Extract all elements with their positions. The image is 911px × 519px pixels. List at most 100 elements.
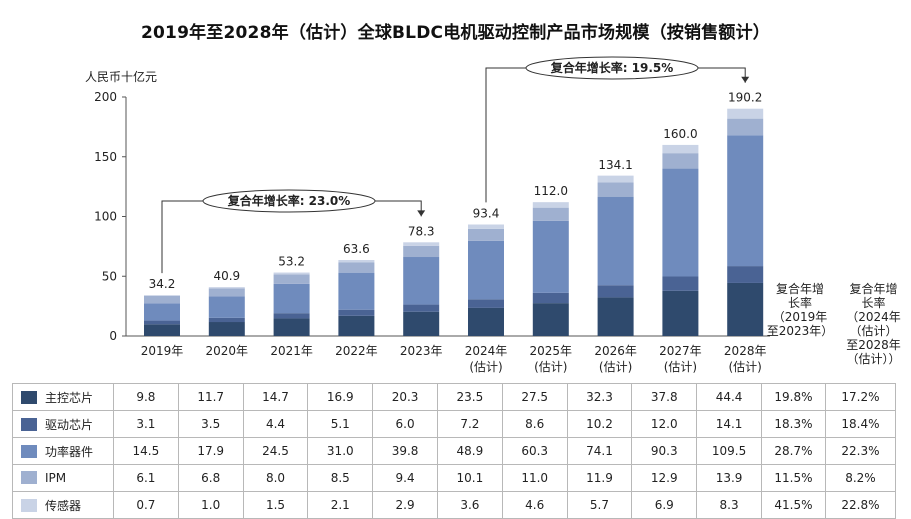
data-cell: 7.2 xyxy=(436,410,503,438)
bar-total-label: 63.6 xyxy=(343,242,370,256)
bar-segment xyxy=(144,295,180,296)
data-table: 主控芯片 9.8 11.7 14.7 16.9 20.3 23.5 27.5 32.3 37.8 4… xyxy=(12,383,896,519)
data-cell: 10.2 xyxy=(566,410,633,438)
x-tick-label: 2023年 xyxy=(400,344,443,358)
bar-segment xyxy=(273,313,310,319)
data-cell: 3.1 xyxy=(113,410,179,438)
bar-segment xyxy=(144,295,180,304)
data-cell: 4.4 xyxy=(242,410,309,438)
bar-segment xyxy=(338,259,375,263)
data-cell: 11.7 xyxy=(177,383,244,411)
table-row: IPM 6.1 6.8 8.0 8.5 9.4 10.1 11.0 11.9 12.9 13.9 11… xyxy=(12,464,896,492)
data-cell: 16.9 xyxy=(307,383,374,411)
bar-segment xyxy=(468,307,504,336)
cagr-header-line: （2024年 xyxy=(846,310,901,324)
bar-segment xyxy=(727,266,764,283)
y-tick-label: 150 xyxy=(94,150,117,164)
data-cell: 9.8 xyxy=(113,383,179,411)
bar-total-label: 134.1 xyxy=(598,158,632,172)
data-cell: 9.4 xyxy=(372,464,438,492)
data-cell: 13.9 xyxy=(696,464,762,492)
x-tick-label: 2022年 xyxy=(335,344,378,358)
cagr-header-line: 复合年增 xyxy=(775,282,824,296)
legend-name: 传感器 xyxy=(45,498,82,513)
x-tick-label: 2027年 xyxy=(659,344,702,358)
series-label: 传感器 xyxy=(12,491,114,519)
data-cell: 6.9 xyxy=(631,491,698,519)
bar-segment xyxy=(208,317,245,323)
bar-total-label: 34.2 xyxy=(149,277,176,291)
x-tick-label: 2028年 xyxy=(724,344,767,358)
data-cell: 12.0 xyxy=(631,410,698,438)
data-cell: 14.7 xyxy=(242,383,309,411)
bar-total-label: 78.3 xyxy=(408,224,435,238)
y-tick-label: 50 xyxy=(102,269,117,283)
data-cell: 31.0 xyxy=(307,437,374,465)
bar-chart: 0 50 100 150 200 34.2 2019年 40.9 2020年 53.2 2021年 6… xyxy=(94,56,770,374)
bar-segment xyxy=(403,257,440,305)
cagr-cell: 8.2% xyxy=(824,464,896,492)
data-cell: 4.6 xyxy=(501,491,568,519)
cagr-cell: 11.5% xyxy=(760,464,826,492)
cagr-header-line: （估计）） xyxy=(846,352,901,366)
chart-title: 2019年至2028年（估计）全球BLDC电机驱动控制产品市场规模（按销售额计） xyxy=(140,23,770,43)
cagr-cell: 28.7% xyxy=(760,437,826,465)
x-tick-label: 2021年 xyxy=(270,344,313,358)
bar-segment xyxy=(727,118,764,136)
legend-name: 功率器件 xyxy=(45,444,94,459)
bar-segment xyxy=(403,311,440,336)
bar-segment xyxy=(144,320,180,325)
data-cell: 14.1 xyxy=(696,410,762,438)
data-cell: 44.4 xyxy=(696,383,762,411)
cagr-header-line: 复合年增 xyxy=(849,282,898,296)
bar-segment xyxy=(403,304,440,312)
bar-segment xyxy=(597,285,634,298)
data-cell: 60.3 xyxy=(501,437,568,465)
legend-swatch xyxy=(21,444,37,458)
series-label: IPM xyxy=(12,464,114,492)
bar-segment xyxy=(468,224,504,229)
data-cell: 5.7 xyxy=(566,491,633,519)
cagr-cell: 22.8% xyxy=(824,491,896,519)
cagr-arrow xyxy=(741,76,750,83)
x-tick-label: 2026年 xyxy=(594,344,637,358)
bar-segment xyxy=(727,135,764,267)
data-cell: 32.3 xyxy=(566,383,633,411)
bar-segment xyxy=(532,220,569,293)
bar-segment xyxy=(338,272,375,310)
cagr-header-line: 长率 xyxy=(787,296,812,310)
bar-segment xyxy=(532,202,569,208)
data-cell: 90.3 xyxy=(631,437,698,465)
data-cell: 74.1 xyxy=(566,437,633,465)
bar-segment xyxy=(532,303,569,336)
bar-segment xyxy=(662,290,699,336)
bar-segment xyxy=(208,322,245,336)
data-cell: 17.9 xyxy=(177,437,244,465)
y-tick-label: 200 xyxy=(94,90,117,104)
legend-name: 驱动芯片 xyxy=(45,417,94,432)
data-cell: 109.5 xyxy=(696,437,762,465)
bar-segment xyxy=(468,228,504,241)
data-cell: 12.9 xyxy=(631,464,698,492)
bar-segment xyxy=(597,196,634,286)
data-cell: 23.5 xyxy=(436,383,503,411)
data-cell: 39.8 xyxy=(372,437,438,465)
legend-swatch xyxy=(21,417,37,431)
legend-swatch xyxy=(21,498,37,512)
bar-segment xyxy=(597,175,634,183)
x-tick-label: 2024年 xyxy=(465,344,508,358)
bar-total-label: 160.0 xyxy=(663,127,697,141)
bar-segment xyxy=(468,240,504,300)
legend-name: IPM xyxy=(45,471,67,485)
cagr-cell: 19.8% xyxy=(760,383,826,411)
table-row: 主控芯片 9.8 11.7 14.7 16.9 20.3 23.5 27.5 32.3 37.8 4… xyxy=(12,383,896,411)
bar-segment xyxy=(144,303,180,321)
data-cell: 37.8 xyxy=(631,383,698,411)
series-label: 驱动芯片 xyxy=(12,410,114,438)
cagr-ellipse xyxy=(202,189,376,213)
bar-segment xyxy=(338,262,375,273)
bar-segment xyxy=(338,315,375,336)
bar-segment xyxy=(273,274,310,284)
data-cell: 2.9 xyxy=(372,491,438,519)
legend-swatch xyxy=(21,390,37,404)
